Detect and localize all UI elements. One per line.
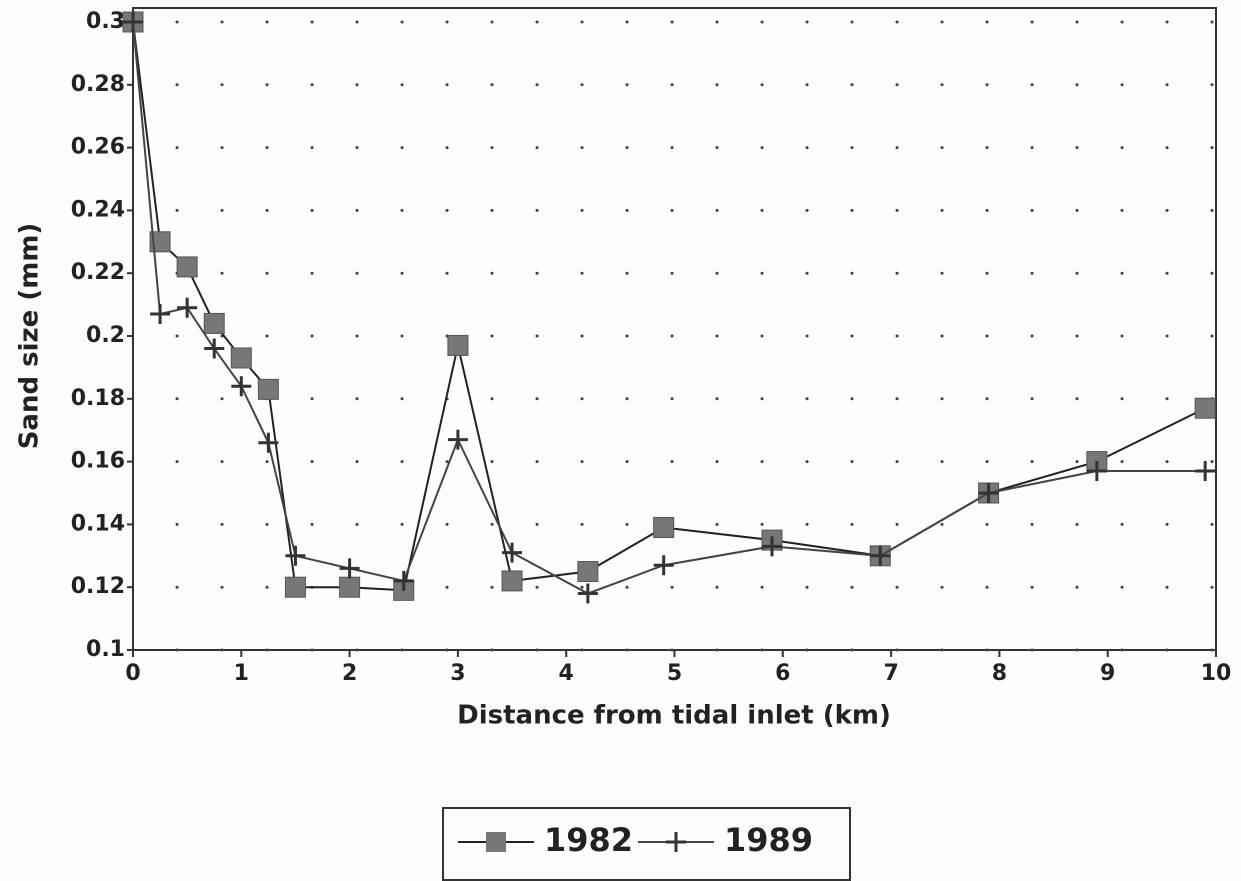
marker-plus [447,429,468,450]
marker-square [230,347,252,369]
y-tick-label: 0.28 [71,72,125,97]
y-tick-label: 0.16 [71,449,125,474]
x-tick-label: 5 [667,661,682,686]
marker-plus [1086,461,1107,482]
marker-plus [285,545,306,566]
legend-box [442,807,851,881]
x-tick-label: 10 [1201,661,1232,686]
x-tick-label: 0 [125,661,140,686]
x-tick-label: 8 [992,661,1007,686]
y-tick-label: 0.22 [71,260,125,285]
x-axis-label: Distance from tidal inlet (km) [457,701,891,731]
marker-plus [231,376,252,397]
marker-square [577,561,599,582]
marker-plus [761,536,782,557]
marker-plus [653,555,674,576]
x-tick-label: 3 [450,661,465,686]
marker-square [501,570,523,592]
y-tick-label: 0.2 [86,323,125,348]
marker-square [1194,397,1216,419]
x-tick-label: 7 [883,661,898,686]
x-tick-label: 9 [1100,661,1115,686]
marker-plus [978,483,999,503]
marker-plus [393,570,414,591]
series-line [132,21,1206,592]
marker-plus [177,297,198,318]
marker-plus [577,583,598,604]
marker-plus [339,558,360,579]
marker-plus [258,432,279,453]
marker-square [447,334,469,356]
marker-square [203,312,225,334]
marker-square [149,231,171,253]
marker-plus [204,338,225,359]
marker-plus [123,12,143,32]
marker-plus [870,545,891,566]
y-tick-label: 0.24 [71,197,125,222]
y-tick-label: 0.26 [71,135,125,160]
y-tick-label: 0.12 [71,574,125,599]
legend-marker [486,832,506,852]
marker-plus [1195,461,1216,482]
marker-square [653,517,675,539]
marker-square [284,576,306,598]
x-tick-label: 1 [234,661,249,686]
y-tick-label: 0.14 [71,511,125,536]
marker-square [257,378,279,400]
series-line [132,21,1206,595]
marker-plus [150,304,171,325]
marker-plus [502,542,523,563]
y-tick-label: 0.18 [71,386,125,411]
y-tick-label: 0.3 [86,9,125,34]
legend-label: 1989 [724,821,813,859]
marker-square [176,256,198,278]
legend-marker [666,832,686,852]
x-tick-label: 4 [559,661,574,686]
marker-square [339,576,361,598]
x-tick-label: 6 [775,661,790,686]
x-tick-label: 2 [342,661,357,686]
legend-label: 1982 [544,821,633,859]
y-axis-label: Sand size (mm) [15,223,45,450]
y-tick-label: 0.1 [86,637,125,662]
